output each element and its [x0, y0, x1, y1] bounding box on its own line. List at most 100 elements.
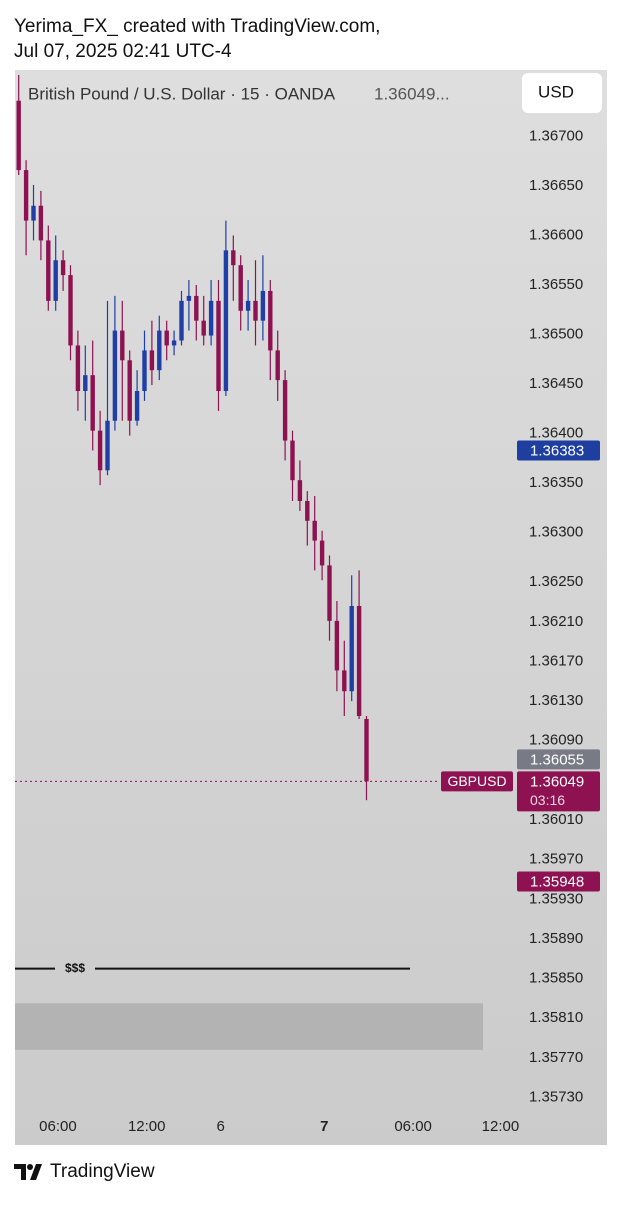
y-tick-label: 1.35850 [529, 970, 583, 987]
plot: $$$ [15, 74, 483, 1050]
price-label-box [517, 871, 600, 892]
countdown: 03:16 [530, 792, 565, 808]
header-line: Jul 07, 2025 02:41 UTC-4 [14, 41, 232, 62]
candle-body [208, 300, 214, 336]
y-tick-label: 1.35970 [529, 851, 583, 868]
y-tick-label: 1.36500 [529, 326, 583, 343]
chart-panel [15, 70, 607, 1145]
candle-body [157, 330, 162, 371]
header-line: Yerima_FX_ created with TradingView.com, [14, 16, 380, 37]
candle-body [75, 345, 81, 392]
candle-body [364, 718, 369, 782]
candle-body [253, 300, 258, 321]
candle-body [268, 290, 273, 351]
logo-dot [27, 1164, 33, 1170]
y-tick-label: 1.35890 [529, 930, 583, 947]
candle-body [127, 360, 132, 421]
candle-body [290, 440, 295, 481]
candle-body [179, 300, 184, 341]
candle-body [334, 620, 340, 671]
candle-body [90, 375, 95, 431]
candle-body [282, 380, 288, 441]
candle-body [46, 240, 51, 301]
x-axis: 06:00 12:00 6 7 06:00 12:00 [39, 1118, 520, 1135]
candle-body [164, 330, 169, 346]
candle-body [216, 300, 221, 392]
candle-body [31, 205, 36, 221]
y-tick-label: 1.36400 [529, 425, 583, 442]
candle-body [16, 100, 21, 171]
candle-body [112, 330, 118, 421]
y-tick-label: 1.36130 [529, 692, 583, 709]
logo-mark [14, 1164, 42, 1180]
y-tick-label: 1.35810 [529, 1009, 583, 1026]
y-tick-label: 1.36700 [529, 127, 583, 144]
y-tick-label: 1.36600 [529, 226, 583, 243]
x-tick-label: 12:00 [482, 1118, 520, 1135]
candle-body [349, 606, 354, 692]
candle-body [327, 565, 332, 621]
candle-body [134, 391, 140, 421]
x-tick-label: 7 [320, 1118, 328, 1135]
candle-body [231, 250, 236, 266]
last-price-text: 1.36049... [374, 84, 450, 103]
symbol-box [441, 771, 513, 792]
candle-body [171, 340, 177, 346]
candle-body [97, 430, 103, 471]
candle-body [297, 480, 303, 501]
price-label: 1.35948 [530, 873, 584, 890]
y-tick-label: 1.36350 [529, 474, 583, 491]
price-label: 1.36055 [530, 751, 584, 768]
candle-body [142, 350, 147, 392]
candle-body [53, 260, 58, 301]
candle-body [305, 500, 310, 521]
brand: TradingView [50, 1161, 155, 1182]
y-tick-label: 1.35770 [529, 1049, 583, 1066]
axes: 1.36700 1.36650 1.36600 1.36550 1.36500 1.364… [39, 127, 600, 1135]
y-tick-label: 1.36010 [529, 811, 583, 828]
candle-body [120, 330, 125, 361]
y-tick-label: 1.36170 [529, 652, 583, 669]
last-price-label: 1.36049 [530, 773, 584, 790]
level-label: $$$ [65, 961, 85, 975]
candle-body [260, 290, 266, 321]
price-label-box [517, 440, 600, 461]
chart-title: British Pound / U.S. Dollar · 15 · OANDA [28, 84, 336, 103]
y-tick-label: 1.36550 [529, 276, 583, 293]
candle-body [38, 205, 44, 241]
candle-body [201, 320, 206, 336]
x-tick-label: 6 [217, 1118, 225, 1135]
price-label-box [517, 749, 600, 770]
zone [15, 1003, 483, 1050]
candle-body [83, 375, 88, 392]
candle-body [68, 275, 73, 346]
candle-body [319, 540, 325, 566]
candle-body [356, 606, 362, 716]
symbol-label: GBPUSD [447, 773, 506, 789]
candle-body [342, 670, 347, 692]
candle-body [105, 420, 110, 471]
y-tick-label: 1.36300 [529, 524, 583, 541]
candle-body [194, 295, 199, 321]
y-tick-label: 1.36450 [529, 375, 583, 392]
y-tick-label: 1.36090 [529, 732, 583, 749]
footer-logo: TradingView [14, 1161, 155, 1182]
price-label: 1.36383 [530, 442, 584, 459]
candle-body [312, 520, 317, 541]
candle-body [23, 170, 29, 221]
currency-label[interactable]: USD [538, 82, 574, 101]
x-tick-label: 06:00 [394, 1118, 432, 1135]
y-tick-label: 1.35930 [529, 890, 583, 907]
candle-body [275, 350, 280, 381]
y-tick-label: 1.36650 [529, 177, 583, 194]
y-tick-label: 1.36250 [529, 573, 583, 590]
candle-body [223, 250, 229, 392]
y-tick-label: 1.36210 [529, 613, 583, 630]
y-tick-label: 1.35730 [529, 1088, 583, 1105]
currency-button[interactable] [522, 73, 602, 113]
x-tick-label: 06:00 [39, 1118, 77, 1135]
candle-body [238, 265, 243, 311]
candle-body [186, 295, 192, 301]
